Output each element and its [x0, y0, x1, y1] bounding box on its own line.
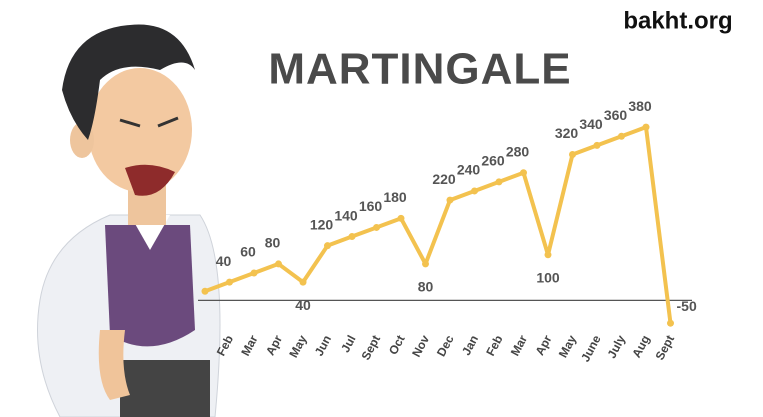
point	[593, 141, 601, 149]
point	[275, 260, 282, 268]
point	[324, 242, 331, 250]
x-tick-label: July	[605, 333, 629, 361]
point	[446, 196, 454, 204]
x-tick-label: Mar	[238, 333, 261, 359]
data-label: 120	[310, 216, 334, 232]
x-tick-label: Nov	[409, 333, 432, 360]
point	[250, 269, 258, 277]
data-label: 240	[457, 162, 481, 178]
data-label: 60	[240, 244, 256, 260]
point	[520, 169, 527, 177]
chart-title: MARTINGALE	[268, 45, 571, 94]
point	[348, 233, 356, 241]
x-tick-label: May	[556, 333, 579, 360]
data-label: 140	[334, 207, 358, 223]
x-tick-label: Oct	[386, 333, 408, 357]
point	[397, 214, 405, 222]
x-tick-label: May	[286, 333, 309, 360]
x-tick-label: Apr	[263, 333, 285, 358]
character	[37, 24, 221, 417]
point	[299, 278, 307, 286]
x-tick-label: Sept	[359, 333, 384, 363]
data-label: 220	[432, 171, 456, 187]
x-tick-label: Jul	[338, 333, 359, 355]
data-label: 320	[555, 125, 579, 141]
x-tick-label: Mar	[508, 333, 531, 359]
data-label: 80	[265, 235, 281, 251]
x-tick-label: Aug	[629, 333, 652, 360]
x-tick-label: Feb	[483, 333, 505, 358]
x-tick-label: Apr	[533, 333, 555, 358]
point	[569, 150, 576, 158]
data-label: 340	[579, 116, 603, 132]
point	[642, 123, 650, 131]
point	[667, 319, 674, 327]
x-tick-label: Jan	[459, 333, 481, 358]
data-label: 160	[359, 198, 383, 214]
point	[471, 187, 478, 195]
data-label: 40	[216, 253, 232, 269]
line	[204, 125, 673, 324]
point	[422, 260, 429, 268]
data-label: 40	[295, 297, 311, 313]
data-label: 380	[628, 98, 652, 114]
data-label: 360	[604, 107, 628, 123]
x-tick-label: Sept	[653, 333, 678, 363]
data-label: 280	[506, 143, 530, 159]
point	[201, 287, 209, 295]
x-tick-label: Jun	[312, 333, 334, 358]
x-tick-label: Dec	[434, 333, 457, 359]
point	[618, 132, 625, 140]
data-label: 260	[481, 153, 505, 169]
point	[544, 251, 552, 259]
data-label: 180	[383, 189, 407, 205]
data-label: -50	[677, 298, 697, 314]
x-tick-label: June	[578, 333, 604, 365]
point	[373, 223, 380, 231]
data-label: 100	[536, 270, 560, 286]
data-label: 80	[418, 279, 434, 295]
site-name: bakht.org	[623, 7, 732, 34]
point	[495, 178, 503, 186]
point	[226, 278, 233, 286]
